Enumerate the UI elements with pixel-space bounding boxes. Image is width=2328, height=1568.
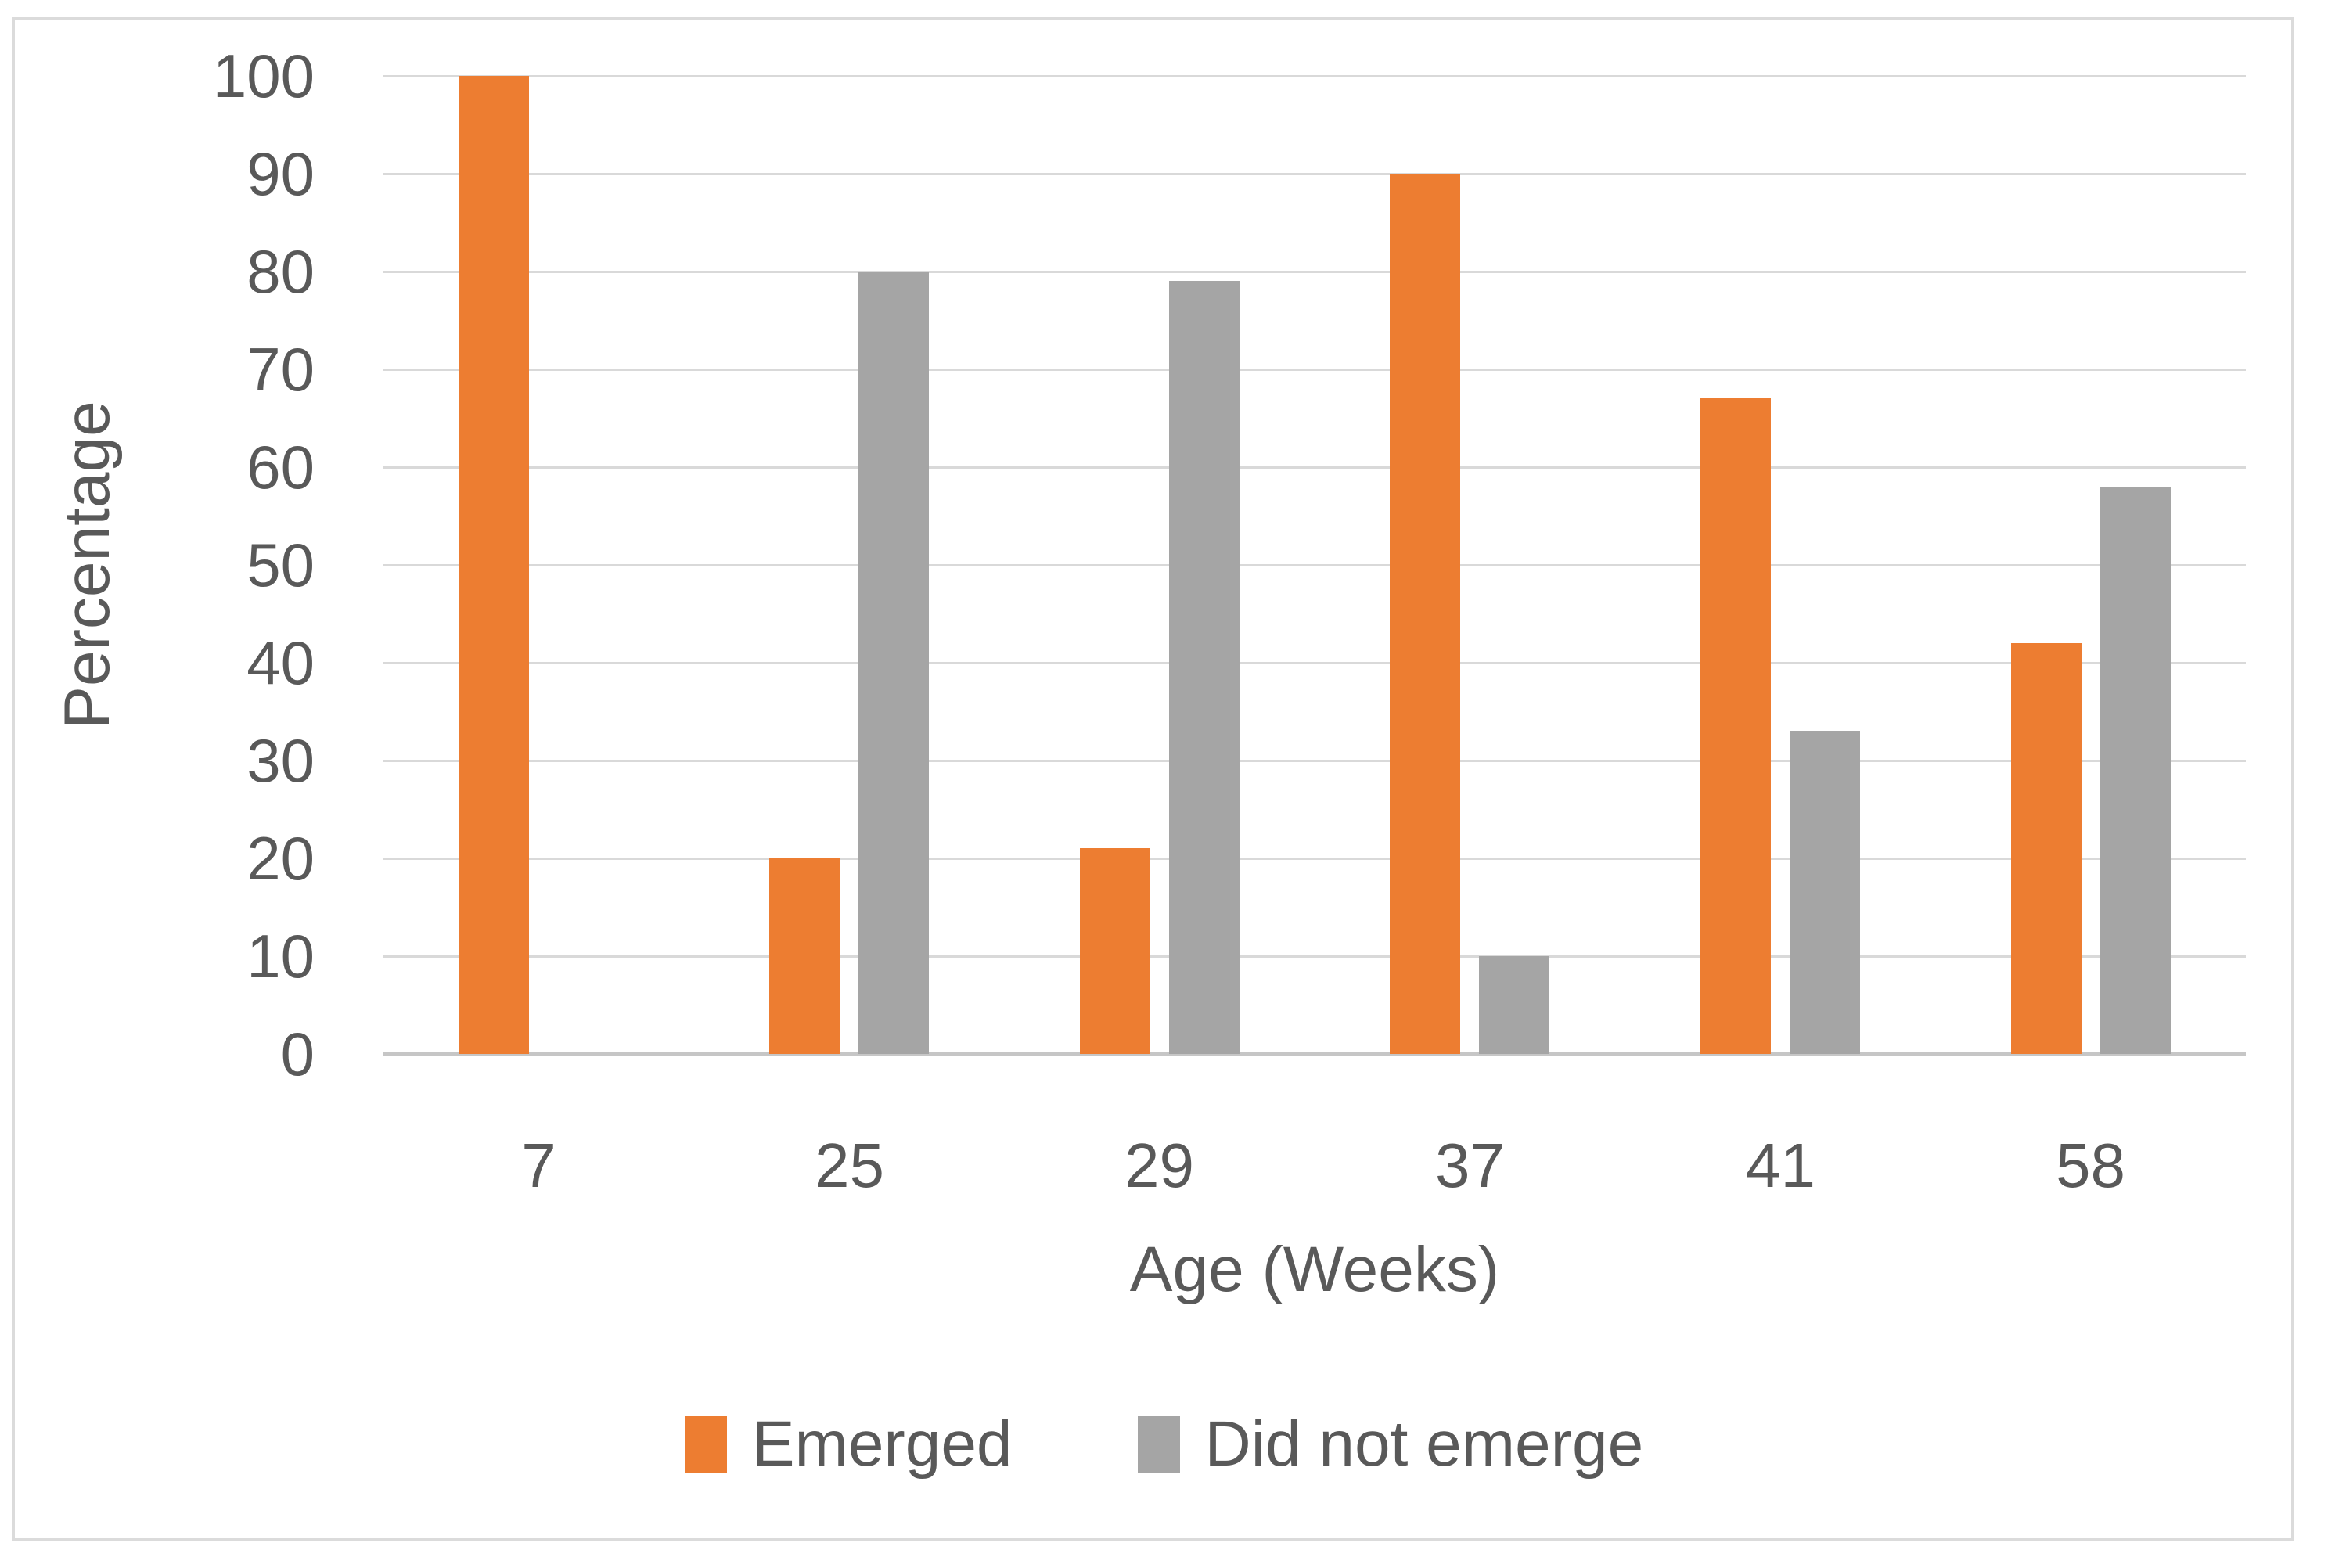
gridline <box>383 564 2246 566</box>
x-tick-label: 25 <box>815 1131 884 1200</box>
bar-did-not-emerge-29 <box>1169 281 1240 1054</box>
bar-did-not-emerge-25 <box>858 272 929 1054</box>
gridline <box>383 662 2246 664</box>
y-tick-label: 30 <box>246 726 315 795</box>
chart-legend: Emerged Did not emerge <box>0 1408 2328 1480</box>
bar-emerged-7 <box>459 76 529 1054</box>
y-tick-label: 0 <box>280 1020 315 1088</box>
bar-did-not-emerge-41 <box>1790 731 1860 1054</box>
plot-area <box>383 75 2246 1056</box>
y-tick-label: 20 <box>246 824 315 893</box>
y-axis-title: Percentage <box>52 401 123 729</box>
y-tick-label: 10 <box>246 922 315 991</box>
bar-emerged-25 <box>769 858 840 1054</box>
x-tick-label: 7 <box>521 1131 556 1200</box>
x-axis-line <box>383 1052 2246 1056</box>
y-tick-label: 50 <box>246 530 315 599</box>
x-tick-label: 29 <box>1124 1131 1194 1200</box>
legend-swatch-did-not-emerge-icon <box>1137 1416 1180 1473</box>
y-tick-label: 40 <box>246 628 315 697</box>
gridline <box>383 271 2246 273</box>
bar-did-not-emerge-37 <box>1479 956 1549 1054</box>
legend-item-did-not-emerge: Did not emerge <box>1137 1408 1644 1480</box>
bar-emerged-29 <box>1080 848 1150 1054</box>
gridline <box>383 173 2246 175</box>
x-axis-title: Age (Weeks) <box>1129 1234 1500 1305</box>
legend-label-did-not-emerge: Did not emerge <box>1204 1408 1644 1480</box>
x-tick-label: 58 <box>2056 1131 2125 1200</box>
y-tick-label: 80 <box>246 237 315 306</box>
y-tick-label: 90 <box>246 139 315 208</box>
y-tick-label: 100 <box>212 41 315 110</box>
gridline <box>383 760 2246 762</box>
y-tick-label: 60 <box>246 433 315 502</box>
gridline <box>383 75 2246 77</box>
legend-item-emerged: Emerged <box>684 1408 1013 1480</box>
gridline <box>383 858 2246 860</box>
legend-swatch-emerged-icon <box>684 1416 727 1473</box>
x-tick-label: 37 <box>1435 1131 1505 1200</box>
bar-emerged-58 <box>2011 643 2082 1054</box>
bar-emerged-41 <box>1700 398 1771 1054</box>
y-tick-label: 70 <box>246 335 315 404</box>
gridline <box>383 955 2246 958</box>
x-tick-label: 41 <box>1746 1131 1815 1200</box>
gridline <box>383 466 2246 469</box>
bar-did-not-emerge-58 <box>2100 487 2171 1054</box>
legend-label-emerged: Emerged <box>751 1408 1013 1480</box>
bar-emerged-37 <box>1390 174 1460 1054</box>
gridline <box>383 369 2246 371</box>
